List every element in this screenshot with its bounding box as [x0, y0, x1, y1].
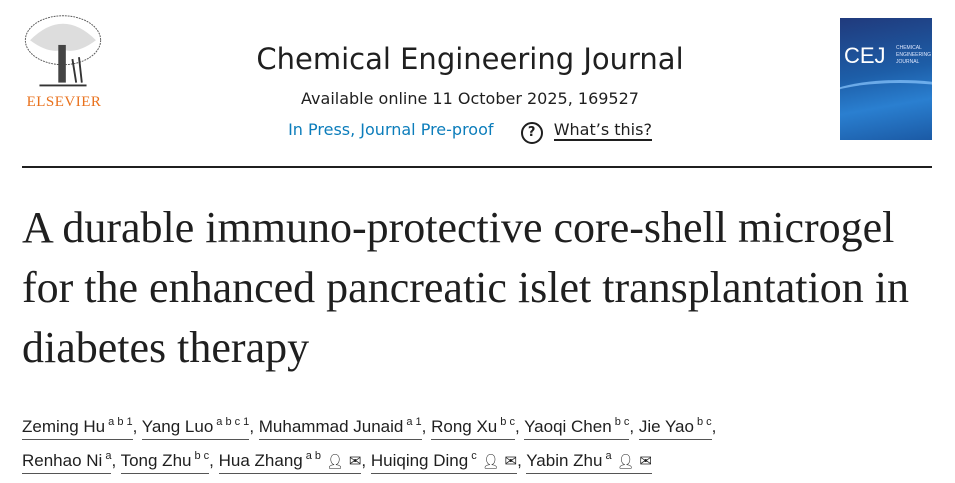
email-icon[interactable]: ✉: [348, 453, 362, 470]
author-link[interactable]: Tong Zhu b c: [120, 450, 210, 474]
cover-logo-text: CEJ: [844, 43, 886, 68]
author-affiliation: b c: [696, 416, 712, 429]
author-link[interactable]: Huiqing Ding c 👤︎ ✉: [370, 450, 518, 474]
article-title: A durable immuno-protective core-shell m…: [22, 203, 909, 372]
author-name: Yaoqi Chen: [524, 417, 612, 436]
author-link[interactable]: Rong Xu b c: [431, 417, 515, 440]
author-link[interactable]: Hua Zhang a b 👤︎ ✉: [218, 450, 362, 474]
author-link[interactable]: Jie Yao b c: [638, 416, 712, 440]
author-name: Rong Xu: [431, 417, 498, 436]
whats-this-link[interactable]: What’s this?: [553, 120, 652, 141]
author-list: Zeming Hu a b 1, Yang Luo a b c 1, Muhamma…: [22, 410, 947, 479]
author-link[interactable]: Muhammad Junaid a 1: [258, 416, 422, 440]
header-divider: [22, 166, 932, 168]
author-affiliation: a b 1: [108, 416, 133, 429]
author-affiliation: b c: [194, 450, 210, 463]
author-link[interactable]: Yang Luo a b c 1: [141, 416, 250, 440]
elsevier-tree-logo[interactable]: [18, 12, 108, 92]
person-icon[interactable]: 👤︎: [616, 453, 635, 469]
author-name: Hua Zhang: [218, 451, 303, 470]
author-name: Tong Zhu: [120, 451, 192, 470]
in-press-link[interactable]: In Press, Journal Pre-proof: [288, 120, 494, 139]
person-icon[interactable]: 👤︎: [326, 453, 344, 469]
email-icon[interactable]: ✉: [639, 453, 652, 470]
cover-subtitle: CHEMICAL ENGINEERING JOURNAL: [896, 45, 932, 65]
author-name: Yabin Zhu: [526, 451, 603, 470]
author-name: Jie Yao: [638, 417, 694, 436]
journal-cover-image[interactable]: CEJ CHEMICAL ENGINEERING JOURNAL: [840, 18, 932, 140]
email-icon[interactable]: ✉: [504, 453, 518, 470]
cover-wave: [840, 80, 932, 123]
author-link[interactable]: Yabin Zhu a 👤︎ ✉: [526, 451, 652, 474]
status-row: In Press, Journal Pre-proof ? What’s thi…: [200, 120, 740, 144]
author-affiliation: a: [105, 450, 112, 463]
elsevier-wordmark: ELSEVIER: [26, 94, 102, 110]
author-name: Muhammad Junaid: [258, 417, 404, 436]
author-affiliation: a b c 1: [216, 416, 250, 429]
author-affiliation: b c: [500, 416, 515, 429]
author-name: Yang Luo: [141, 417, 214, 436]
journal-title[interactable]: Chemical Engineering Journal: [256, 42, 684, 76]
person-icon[interactable]: 👤︎: [481, 453, 500, 469]
author-name: Huiqing Ding: [370, 451, 469, 470]
question-circle-icon[interactable]: ?: [520, 122, 543, 144]
author-name: Zeming Hu: [22, 417, 106, 436]
author-affiliation: a b: [305, 450, 322, 463]
author-affiliation: c: [471, 450, 477, 463]
author-affiliation: a 1: [406, 416, 422, 429]
author-link[interactable]: Yaoqi Chen b c: [524, 416, 630, 440]
author-link[interactable]: Zeming Hu a b 1: [22, 417, 133, 440]
availability-date: Available online 11 October 2025, 169527: [301, 89, 639, 108]
author-affiliation: a: [605, 450, 612, 463]
author-link[interactable]: Renhao Ni a: [22, 450, 112, 474]
author-name: Renhao Ni: [22, 451, 103, 470]
author-affiliation: b c: [614, 416, 630, 429]
